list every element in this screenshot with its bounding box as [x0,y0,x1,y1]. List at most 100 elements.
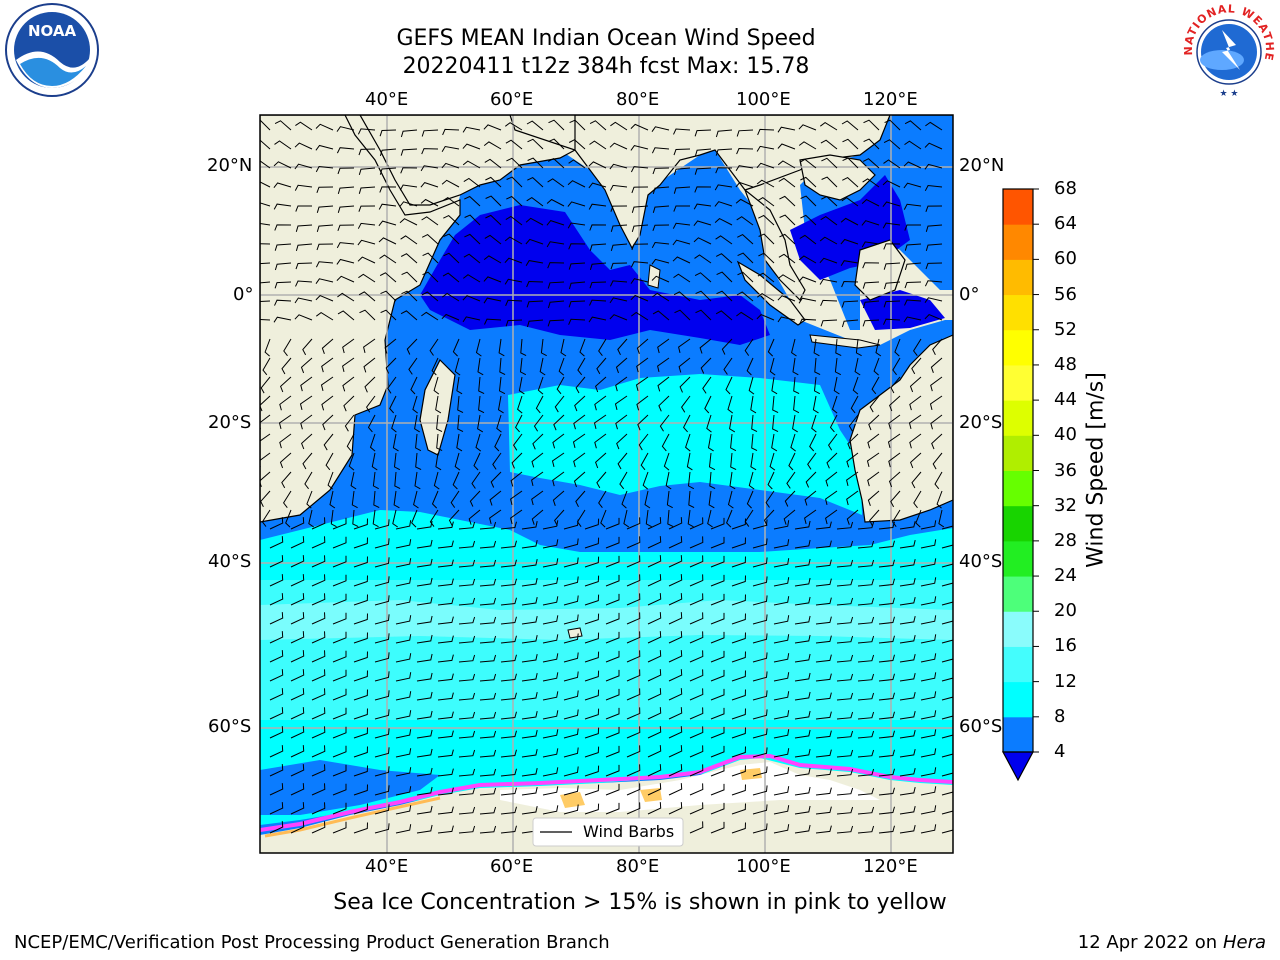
wind-barb [353,575,368,587]
wind-barb [269,821,284,834]
wind-barb [647,517,662,530]
wind-barb [707,509,713,528]
wind-barb [269,802,284,815]
wind-barb [920,577,937,587]
wind-barb [458,559,476,568]
wind-barb [637,414,649,431]
wind-barb [777,126,796,133]
wind-barb [311,688,326,701]
wind-barb [651,241,670,249]
wind-barb [635,376,649,392]
wind-barb [652,186,670,195]
wind-barb [477,357,484,376]
wind-barb [533,414,544,432]
wind-barb [891,509,901,527]
wind-barb [689,669,704,682]
wind-barb [869,395,880,413]
wind-barb [630,145,649,151]
wind-barb [920,824,937,834]
wind-barb [598,338,607,357]
wind-barb [589,243,607,251]
wind-barb [279,433,292,449]
wind-barb [456,376,463,395]
wind-barb [752,804,768,815]
wind-barb [519,357,527,376]
wind-barb [731,803,746,815]
wind-barb [710,536,725,549]
wind-barb [920,634,937,644]
wind-barb [767,338,775,357]
wind-barb [479,692,497,701]
wind-barb [573,414,586,430]
wind-barb [374,766,390,777]
wind-barb [689,555,704,568]
lat-tick-left: 60°S [208,716,252,737]
wind-barb [794,520,811,530]
wind-barb [593,414,607,430]
wind-barb [899,596,916,606]
wind-barb [399,201,418,207]
wind-barb [773,748,790,758]
colorbar-segment [1003,259,1033,296]
wind-barb [647,745,662,758]
wind-barb [563,538,579,549]
colorbar-segment [1003,400,1033,436]
wind-barb [773,634,790,644]
wind-barb [389,395,397,414]
wind-barb [866,452,880,468]
wind-barb [350,471,357,490]
wind-barb [494,433,502,452]
wind-barb [437,806,454,815]
wind-barb [777,295,796,302]
wind-barb [500,749,517,758]
wind-barb [321,338,334,354]
wind-barb [512,433,523,451]
wind-barb [605,669,620,682]
wind-barb [577,357,586,376]
colorbar [1001,188,1039,782]
wind-barb [647,802,662,815]
wind-barb [563,671,579,682]
wind-barb [526,300,544,308]
wind-barb [443,233,460,245]
wind-barb [420,165,439,172]
wind-barb [657,376,670,392]
wind-barb [610,224,628,232]
wind-barb [332,650,347,663]
wind-barb [542,805,559,815]
wind-barb [710,726,725,739]
wind-barb [505,122,523,131]
wind-barb [805,471,817,488]
wind-barb [846,490,859,506]
wind-barb [605,631,620,644]
wind-barb [260,433,271,448]
wind-barb [353,537,368,549]
wind-barb [630,294,649,302]
wind-barb [332,764,347,777]
wind-barb [941,696,953,701]
wind-barb [584,518,600,530]
wind-barb [714,201,733,207]
wind-barb [840,238,859,245]
wind-barb [574,395,586,412]
wind-barb [400,129,418,138]
wind-barb [260,318,271,321]
wind-barb [668,555,683,568]
wind-barb [567,222,586,229]
wind-barb [735,198,754,207]
wind-barb [715,253,733,264]
wind-barb [857,692,875,701]
wind-barb [863,119,880,131]
wind-barb [834,357,842,376]
wind-barb [563,595,579,606]
wind-barb [814,357,821,376]
lon-tick-top: 40°E [365,89,409,110]
wind-barb [484,318,502,325]
wind-barb [878,559,895,568]
wind-barb [757,128,775,136]
wind-barb [435,395,442,414]
wind-barb [479,673,497,682]
wind-barb [600,509,607,528]
wind-barb [295,224,313,232]
wind-barb [710,688,725,701]
